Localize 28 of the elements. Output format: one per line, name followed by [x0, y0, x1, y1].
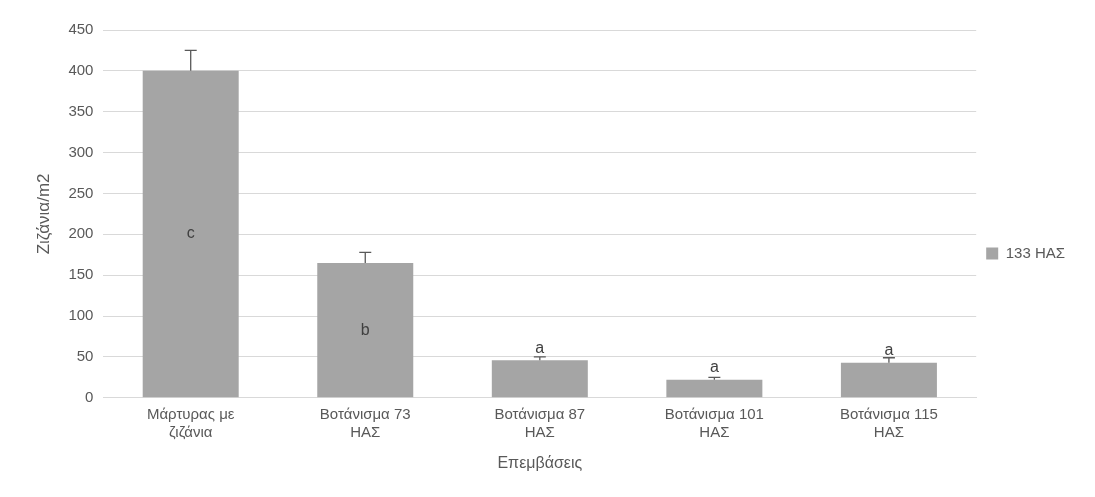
bar: [666, 379, 763, 398]
x-tick-label: Βοτάνισμα 101 ΗΑΣ: [664, 404, 764, 440]
y-tick-label: 100: [68, 306, 94, 324]
x-axis-title: Επεμβάσεις: [497, 453, 583, 471]
bar: [317, 262, 414, 398]
x-tick-label: Βοτάνισμα 73 ΗΑΣ: [319, 404, 411, 440]
y-tick-label: 250: [68, 183, 94, 201]
y-tick-label: 400: [68, 61, 94, 79]
bar: [840, 362, 937, 398]
y-tick-label: 350: [68, 101, 94, 119]
y-tick-label: 150: [68, 265, 94, 283]
bar: [491, 360, 588, 398]
data-label: a: [884, 341, 894, 359]
y-tick-label: 200: [68, 224, 94, 242]
bar: [142, 70, 239, 398]
y-tick-label: 450: [68, 20, 94, 38]
y-tick-label: 50: [76, 347, 94, 365]
x-tick-label: Βοτάνισμα 87 ΗΑΣ: [494, 404, 586, 440]
data-label: a: [709, 358, 719, 376]
data-label: a: [535, 338, 545, 356]
y-axis-title: Ζιζάνια/m2: [33, 173, 53, 255]
y-tick-label: 300: [68, 142, 94, 160]
y-tick-label: 0: [85, 387, 94, 405]
data-label: c: [186, 224, 195, 242]
legend-label: 133 ΗΑΣ: [1005, 243, 1066, 261]
data-label: b: [360, 320, 370, 338]
x-tick-label: Βοτάνισμα 115 ΗΑΣ: [839, 404, 938, 440]
x-tick-label: Μάρτυρας με ζιζάνια: [146, 404, 235, 440]
